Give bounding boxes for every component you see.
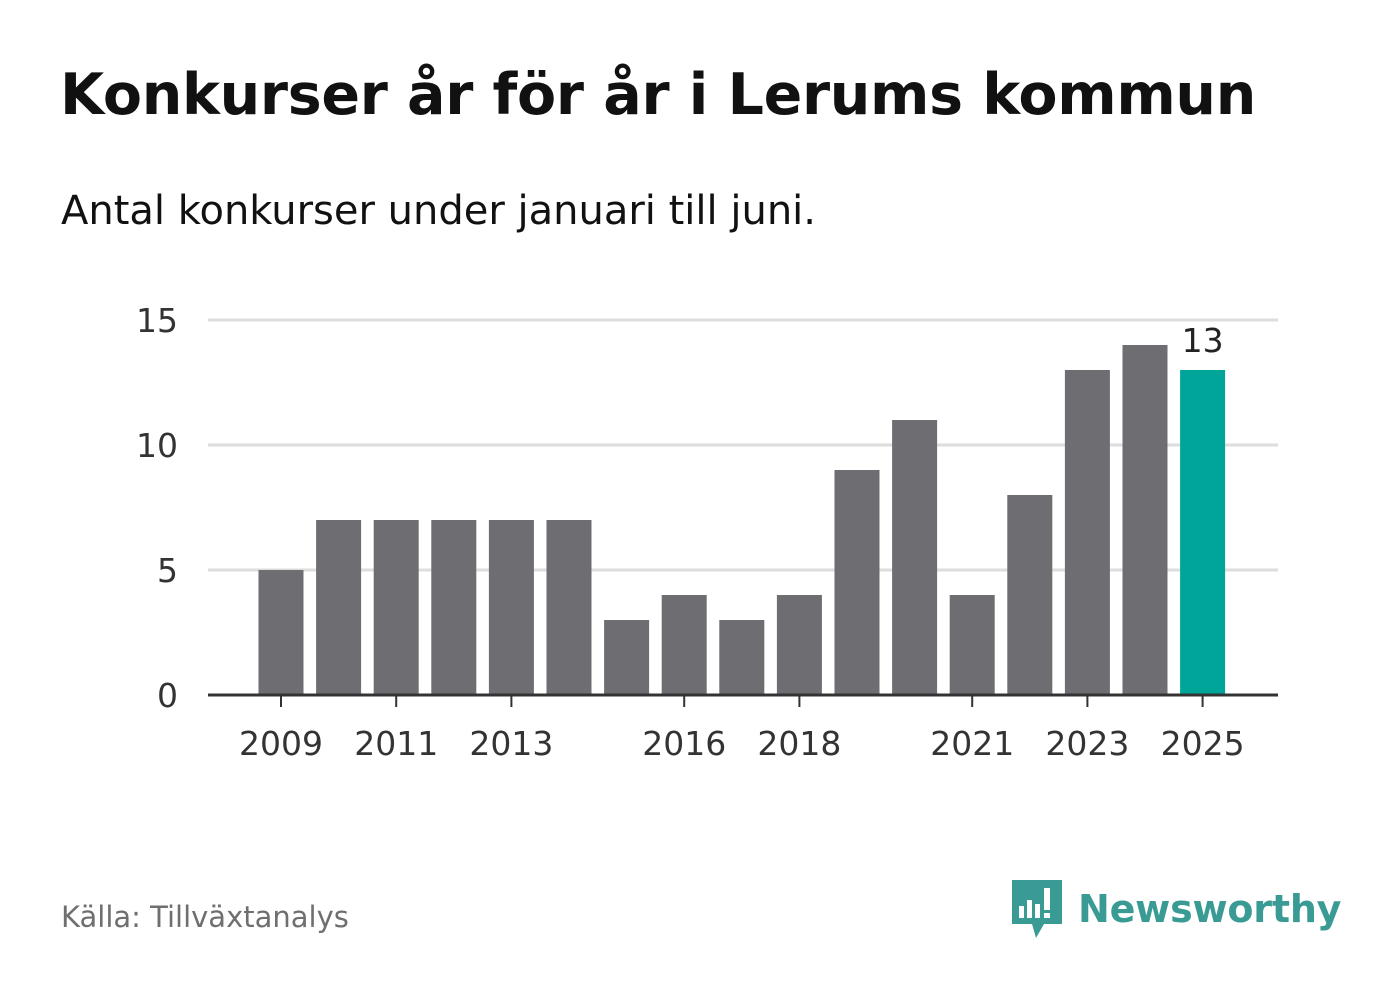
x-tick-label: 2013 [469, 724, 553, 763]
bar-2010 [316, 520, 362, 695]
data-labels: 13 [1182, 321, 1224, 360]
y-axis-ticks: 0 5 10 15 [136, 301, 178, 715]
chart-title: Konkurser år för år i Lerums kommun [60, 62, 1256, 128]
brand-logo: Newsworthy [1010, 878, 1341, 940]
newsworthy-logo-icon [1012, 880, 1062, 938]
bar-2024 [1122, 345, 1168, 695]
bar-2014 [546, 520, 592, 695]
bar-2011 [373, 520, 419, 695]
x-tick-label: 2016 [642, 724, 726, 763]
bar-2019 [834, 470, 880, 695]
y-tick-label: 15 [136, 301, 178, 340]
gridlines [208, 318, 1278, 572]
bar-2022 [1007, 495, 1053, 695]
x-axis-ticks: 2009 2011 2013 2016 2018 2021 2023 2025 [239, 695, 1245, 763]
bar-2012 [431, 520, 477, 695]
data-label-2025: 13 [1182, 321, 1224, 360]
x-tick-label: 2009 [239, 724, 323, 763]
bars [258, 345, 1226, 695]
chart-subtitle: Antal konkurser under januari till juni. [61, 188, 816, 234]
bar-2016 [661, 595, 707, 695]
bar-2018 [776, 595, 822, 695]
bar-2013 [488, 520, 534, 695]
bar-2023 [1064, 370, 1110, 695]
bar-2021 [949, 595, 995, 695]
y-tick-label: 10 [136, 426, 178, 465]
y-tick-label: 0 [157, 676, 178, 715]
x-tick-label: 2018 [757, 724, 841, 763]
bar-2015 [604, 620, 650, 695]
y-tick-label: 5 [157, 551, 178, 590]
x-tick-label: 2023 [1045, 724, 1129, 763]
x-tick-label: 2011 [354, 724, 438, 763]
bar-2009 [258, 570, 304, 695]
bar-2025 [1180, 370, 1226, 695]
bar-2017 [719, 620, 765, 695]
x-tick-label: 2021 [930, 724, 1014, 763]
source-note: Källa: Tillväxtanalys [61, 900, 349, 934]
x-tick-label: 2025 [1161, 724, 1245, 763]
brand-name: Newsworthy [1078, 887, 1342, 931]
bar-2020 [892, 420, 938, 695]
